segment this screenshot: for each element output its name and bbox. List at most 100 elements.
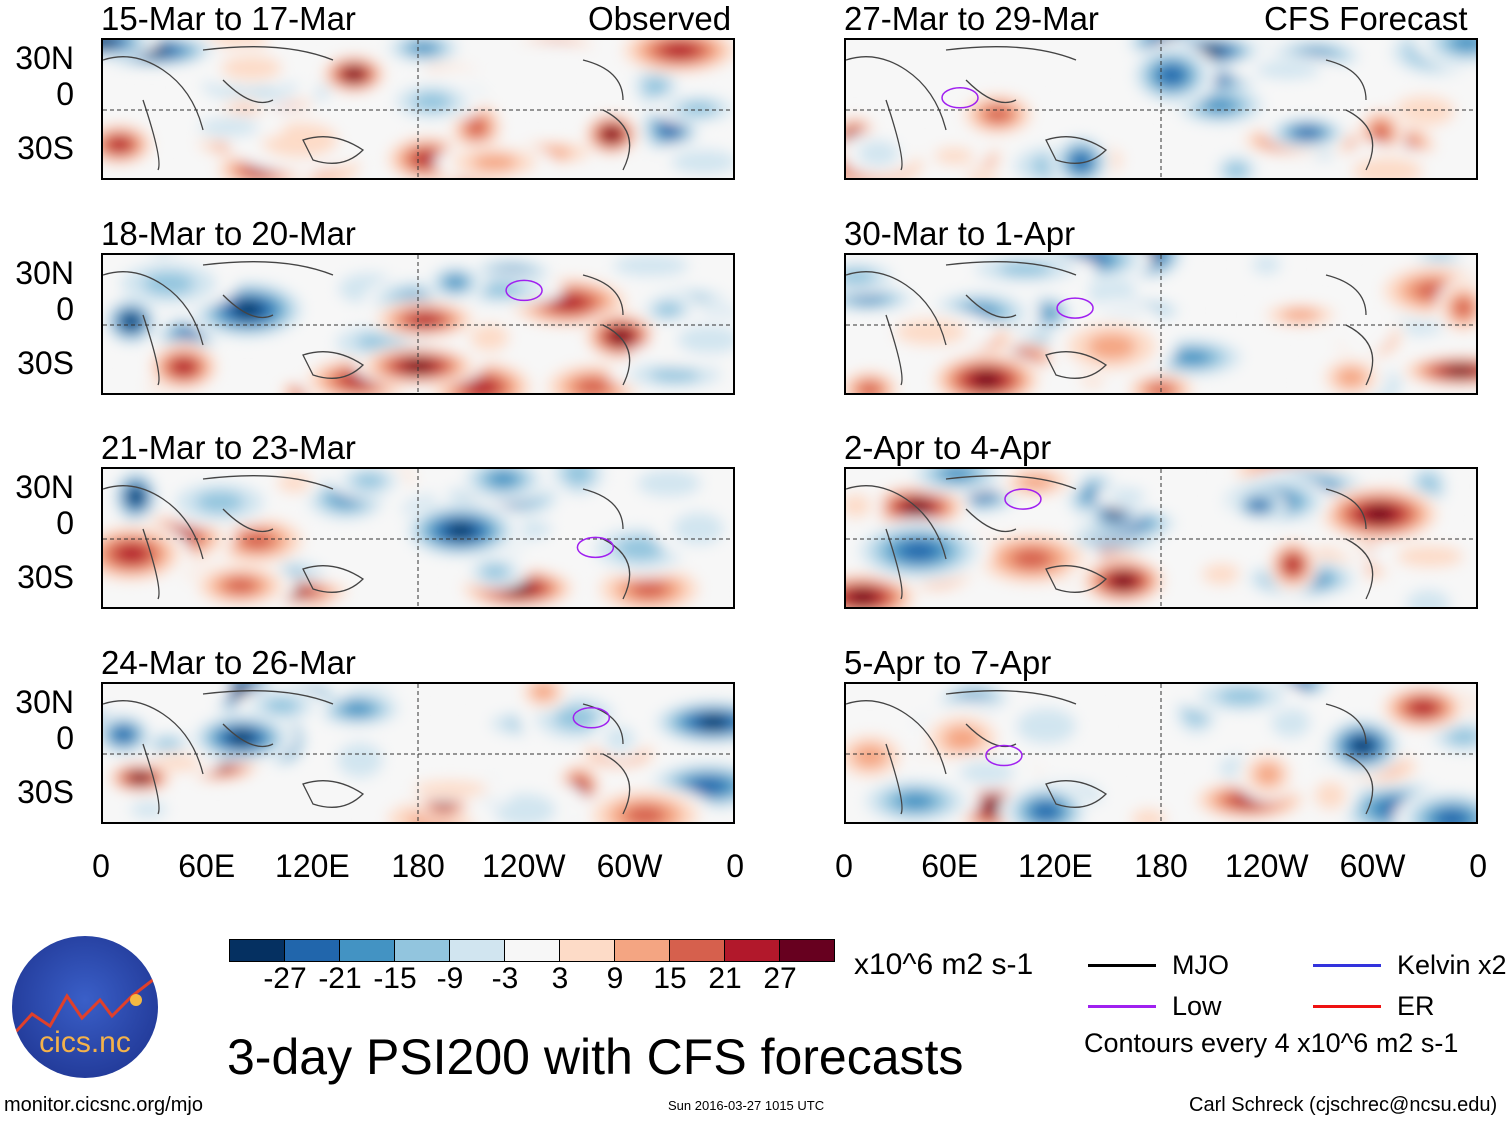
low-contour [941, 87, 979, 109]
colorbar-label: -21 [318, 962, 362, 995]
psi-anomaly-blob [998, 261, 1053, 277]
psi-anomaly-blob [550, 294, 586, 311]
psi-anomaly-blob [643, 73, 669, 98]
psi-anomaly-blob [563, 469, 593, 486]
psi-anomaly-blob [128, 489, 144, 505]
psi-anomaly-blob [1450, 40, 1476, 52]
psi-anomaly-blob [223, 577, 258, 595]
psi-anomaly-blob [849, 590, 877, 604]
colorbar-swatch [340, 940, 395, 961]
psi-anomaly-blob [1159, 66, 1184, 85]
psi-anomaly-blob [341, 701, 375, 717]
coastline [846, 46, 1374, 171]
psi-anomaly-blob [1284, 556, 1302, 573]
lon-label: 120E [275, 848, 350, 884]
psi-anomaly-blob [1016, 708, 1077, 744]
psi-anomaly-blob [671, 149, 733, 175]
legend-line-mjo [1088, 964, 1156, 967]
colorbar-swatch [230, 940, 285, 961]
lon-label: 60E [921, 848, 979, 884]
psi-anomaly-blob [1033, 802, 1059, 820]
psi-anomaly-blob [1202, 97, 1237, 114]
panel-title: 27-Mar to 29-Mar [844, 0, 1099, 37]
psi-anomaly-blob [1351, 738, 1373, 754]
panel-title: 5-Apr to 7-Apr [844, 644, 1052, 681]
psi-anomaly-blob [195, 491, 245, 513]
psi-anomaly-blob [636, 469, 702, 497]
psi-anomaly-blob [660, 119, 680, 137]
psi-anomaly-blob [615, 536, 666, 561]
logo-text: cics.nc [39, 1026, 131, 1059]
colorbar-label: -27 [263, 962, 307, 995]
legend-label: Kelvin x2 [1397, 950, 1507, 980]
colorbar-swatch [780, 940, 834, 961]
colorbar-swatch [285, 940, 340, 961]
psi-anomaly-blob [934, 147, 974, 165]
psi-anomaly-blob [1410, 700, 1437, 716]
colorbar-swatch [560, 940, 615, 961]
low-contour [1056, 297, 1094, 319]
psi-anomaly-blob [1201, 563, 1242, 585]
psi-anomaly-blob [142, 271, 195, 296]
psi-anomaly-blob [1173, 349, 1212, 366]
colorbar-label: -15 [373, 962, 417, 995]
coastline [103, 261, 631, 386]
figure-title: 3-day PSI200 with CFS forecasts [227, 1029, 964, 1085]
psi-anomaly-blob [110, 684, 232, 715]
psi-anomaly-blob [553, 705, 598, 730]
map-panel [101, 467, 735, 609]
source-url[interactable]: monitor.cicsnc.org/mjo [4, 1094, 203, 1116]
map-panel [844, 253, 1478, 395]
lon-label: 120W [482, 848, 566, 884]
lat-label: 30N [15, 255, 74, 291]
psi-anomaly-blob [108, 137, 131, 152]
timestamp: Sun 2016-03-27 1015 UTC [668, 1098, 825, 1113]
legend-label: Low [1172, 991, 1222, 1021]
psi-anomaly-blob [1131, 808, 1167, 822]
lat-label: 0 [56, 505, 74, 541]
map-panel [844, 467, 1478, 609]
psi-anomaly-blob [1335, 367, 1367, 388]
lat-label: 30S [17, 130, 74, 166]
psi-anomaly-blob [487, 470, 519, 488]
psi-anomaly-blob [404, 359, 433, 373]
low-contour [576, 536, 615, 559]
psi-anomaly-blob [1147, 382, 1175, 393]
psi-anomaly-blob [1371, 123, 1391, 143]
psi-anomaly-blob [680, 101, 718, 117]
colorbar-swatch [505, 940, 560, 961]
lon-label: 60W [1339, 848, 1406, 884]
psi-anomaly-blob [691, 778, 726, 794]
observed-header: Observed [588, 0, 732, 37]
psi-anomaly-blob [984, 105, 1013, 123]
psi-anomaly-blob [1217, 687, 1266, 705]
colorbar-label: 21 [708, 962, 742, 995]
coastline [103, 475, 631, 600]
psi-anomaly-blob [337, 742, 383, 778]
lat-label: 30S [17, 345, 74, 381]
psi-anomaly-blob [531, 684, 556, 701]
colorbar-label: -9 [436, 962, 464, 995]
psi-anomaly-blob [466, 378, 497, 393]
psi-anomaly-blob [846, 493, 872, 518]
psi-anomaly-blob [895, 318, 967, 346]
psi-anomaly-blob [1436, 810, 1467, 822]
lat-label: 30S [17, 559, 74, 595]
lon-label: 60W [596, 848, 663, 884]
psi-anomaly-blob [411, 91, 452, 112]
coastline [846, 261, 1374, 386]
psi-anomaly-blob [1271, 707, 1311, 738]
psi-anomaly-blob [172, 359, 195, 375]
psi-anomaly-blob [1255, 60, 1321, 79]
psi-anomaly-blob [233, 301, 263, 318]
psi-anomaly-blob [698, 715, 729, 729]
psi-anomaly-blob [972, 372, 1001, 388]
low-contour [985, 744, 1023, 767]
lat-label: 30N [15, 40, 74, 76]
psi-anomaly-blob [469, 323, 509, 352]
psi-anomaly-blob [1396, 545, 1464, 568]
lat-label: 0 [56, 76, 74, 112]
cicsnc-logo: cics.nc [12, 936, 158, 1078]
psi-anomaly-blob [959, 761, 1015, 784]
psi-anomaly-blob [122, 314, 140, 329]
